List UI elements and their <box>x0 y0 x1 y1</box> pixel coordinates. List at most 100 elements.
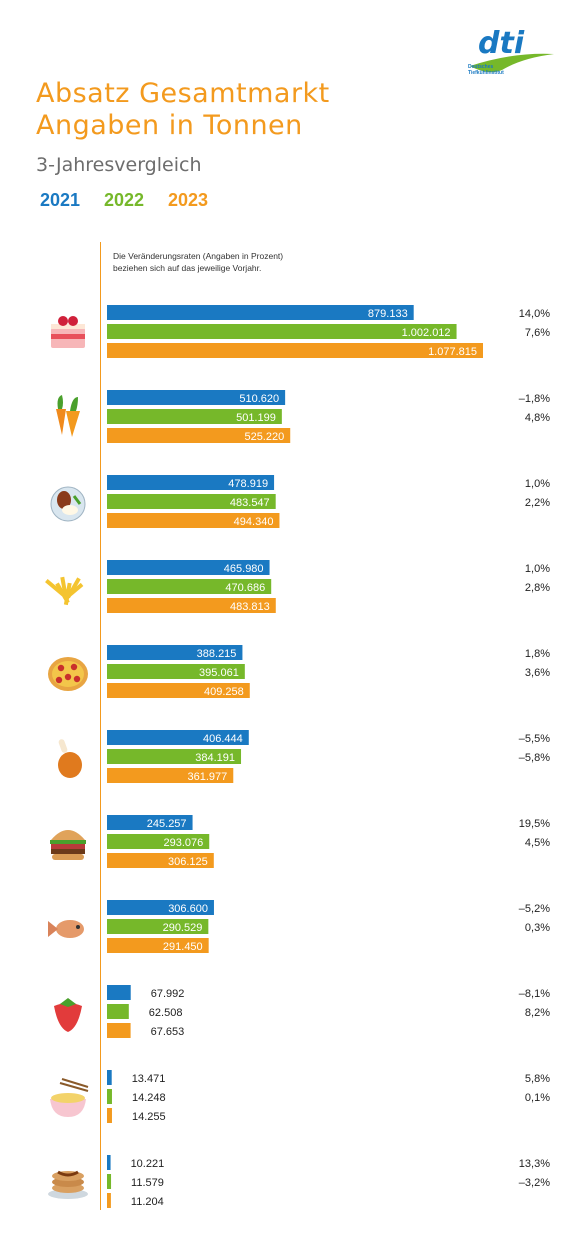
data-label: 483.547 <box>230 497 270 509</box>
logo-text: dti <box>478 26 525 61</box>
bar-2022-7 <box>107 834 210 849</box>
legend-2022: 2022 <box>104 190 145 210</box>
data-label: 67.992 <box>151 988 185 1000</box>
lettuce <box>50 840 86 844</box>
title-line-1: Absatz Gesamtmarkt <box>36 78 330 109</box>
bar-2022-4 <box>107 579 272 594</box>
fry <box>63 582 84 601</box>
bun-bottom <box>52 854 84 860</box>
note-line-1: Die Veränderungsraten (Angaben in Prozen… <box>113 251 284 261</box>
greens <box>72 495 82 505</box>
bar-2021-4 <box>107 560 270 575</box>
bar-2021-3 <box>107 475 275 490</box>
pancakes-icon <box>48 1170 88 1199</box>
bar-2022-10 <box>107 1089 112 1104</box>
legend-2023: 2023 <box>168 190 209 210</box>
strawberry-icon <box>54 998 82 1032</box>
change-rate-label: –5,2% <box>519 903 550 915</box>
data-label: 501.199 <box>236 412 276 424</box>
change-rate-label: 4,8% <box>525 412 550 424</box>
bun-top <box>51 830 85 840</box>
data-label: 409.258 <box>204 686 244 698</box>
bar-2023-5 <box>107 683 250 698</box>
data-label: 879.133 <box>368 308 408 320</box>
data-label: 510.620 <box>239 393 279 405</box>
data-label: 306.600 <box>168 903 208 915</box>
pizza-icon <box>48 657 88 691</box>
title-line-2: Angaben in Tonnen <box>36 110 303 141</box>
data-label: 11.579 <box>131 1177 164 1189</box>
carrot-leaves <box>57 395 63 409</box>
legend-2021: 2021 <box>40 190 81 210</box>
data-label: 1.077.815 <box>428 346 477 358</box>
data-label: 62.508 <box>149 1007 183 1019</box>
change-rate-label: 4,5% <box>525 837 550 849</box>
data-label: 290.529 <box>163 922 203 934</box>
change-rate-label: –1,8% <box>519 393 550 405</box>
logo-subtitle-line-2: Tiefkühlinstitut <box>468 70 504 76</box>
data-label: 384.191 <box>195 752 235 764</box>
syrup <box>57 1170 79 1177</box>
logo-subtitle: Deutsches Tiefkühlinstitut <box>468 64 504 76</box>
note-line-2: beziehen sich auf das jeweilige Vorjahr. <box>113 263 262 273</box>
data-label: 245.257 <box>147 818 187 830</box>
change-rate-label: –3,2% <box>519 1177 550 1189</box>
drumstick-bone <box>58 739 68 753</box>
carrot-icon <box>56 395 80 437</box>
strawberry-body <box>54 1003 82 1032</box>
logo-swoosh-icon <box>470 53 554 73</box>
bar-2022-9 <box>107 1004 129 1019</box>
cake-berry <box>68 316 78 326</box>
change-rate-note: Die Veränderungsraten (Angaben in Prozen… <box>113 250 343 274</box>
data-label: 525.220 <box>244 431 284 443</box>
change-rate-label: 14,0% <box>519 308 550 320</box>
bar-2023-8 <box>107 938 209 953</box>
data-label: 465.980 <box>224 563 264 575</box>
data-label: 483.813 <box>230 601 270 613</box>
drumstick-meat <box>58 752 82 778</box>
change-rate-label: 7,6% <box>525 327 550 339</box>
strawberry-leaf <box>60 998 76 1007</box>
pepperoni <box>70 663 78 671</box>
bar-2022-8 <box>107 919 209 934</box>
mash <box>62 505 78 515</box>
data-label: 395.061 <box>199 667 239 679</box>
data-label: 10.221 <box>131 1158 165 1170</box>
noodles <box>51 1093 85 1103</box>
data-label: 293.076 <box>163 837 203 849</box>
data-label: 11.204 <box>131 1196 164 1208</box>
change-rate-label: –5,5% <box>519 733 550 745</box>
bar-2022-3 <box>107 494 276 509</box>
data-label: 406.444 <box>203 733 243 745</box>
bar-2023-6 <box>107 768 234 783</box>
data-label: 361.977 <box>188 771 228 783</box>
year-legend: 2021 2022 2023 <box>40 190 232 211</box>
tomato <box>51 844 85 849</box>
data-label: 14.255 <box>132 1111 166 1123</box>
change-rate-label: –5,8% <box>519 752 550 764</box>
burger-icon <box>50 830 86 860</box>
ready-meal-icon <box>50 486 86 522</box>
change-rate-label: 0,1% <box>525 1092 550 1104</box>
bar-2022-11 <box>107 1174 112 1189</box>
bar-2023-3 <box>107 513 280 528</box>
change-rate-label: 1,0% <box>525 563 550 575</box>
subtitle: 3-Jahresvergleich <box>36 154 202 176</box>
cake-layer <box>51 334 85 339</box>
carrot-1 <box>56 409 66 435</box>
bar-2021-11 <box>107 1155 111 1170</box>
data-label: 13.471 <box>132 1073 166 1085</box>
pepperoni <box>73 675 81 683</box>
change-rate-label: 19,5% <box>519 818 550 830</box>
bar-2022-5 <box>107 664 245 679</box>
bar-2021-9 <box>107 985 131 1000</box>
bar-2023-10 <box>107 1108 112 1123</box>
bar-2021-1 <box>107 305 414 320</box>
change-rate-label: 3,6% <box>525 667 550 679</box>
page-title: Absatz Gesamtmarkt Angaben in Tonnen <box>36 78 330 142</box>
chopstick <box>59 1082 89 1092</box>
bar-2022-1 <box>107 324 457 339</box>
bar-2022-2 <box>107 409 282 424</box>
meat <box>57 491 71 509</box>
